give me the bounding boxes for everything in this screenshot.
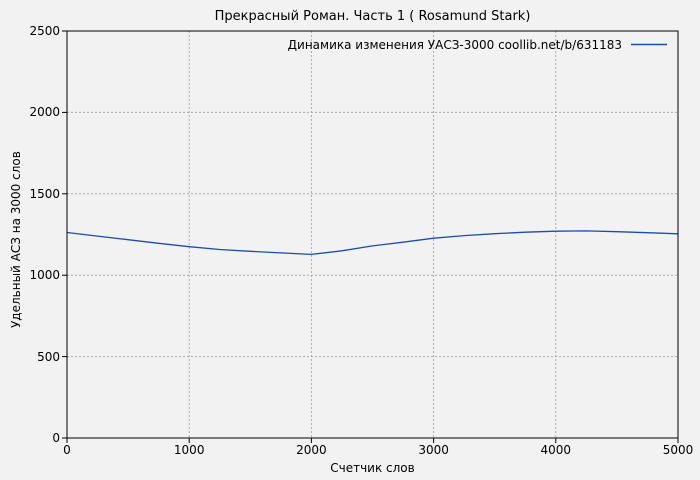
y-axis-title: Удельный АСЗ на 3000 слов — [9, 151, 23, 329]
y-tick-label-1500: 1500 — [29, 186, 60, 201]
x-tick-label-2000: 2000 — [296, 443, 327, 457]
x-tick-label-4000: 4000 — [540, 443, 572, 457]
legend-line-sample — [631, 43, 667, 46]
y-tick-label-0: 0 — [52, 431, 60, 445]
x-tick-label-5000: 5000 — [662, 443, 694, 457]
x-axis-title: Счетчик слов — [330, 461, 415, 475]
x-tick-label-1000: 1000 — [173, 443, 205, 457]
legend-label: Динамика изменения УАСЗ-3000 coollib.net… — [287, 37, 622, 52]
x-tick-label-0: 0 — [63, 443, 71, 457]
legend: Динамика изменения УАСЗ-3000 coollib.net… — [288, 37, 667, 52]
y-tick-label-1000: 1000 — [29, 268, 60, 283]
x-tick-label-3000: 3000 — [418, 443, 449, 457]
series-line-0 — [66, 230, 679, 256]
chart-title: Прекрасный Роман. Часть 1 ( Rosamund Sta… — [214, 9, 531, 24]
plot-border — [66, 30, 679, 439]
y-tick-label-500: 500 — [37, 349, 60, 364]
y-tick-label-2000: 2000 — [29, 105, 60, 120]
y-tick-label-2500: 2500 — [29, 24, 60, 38]
